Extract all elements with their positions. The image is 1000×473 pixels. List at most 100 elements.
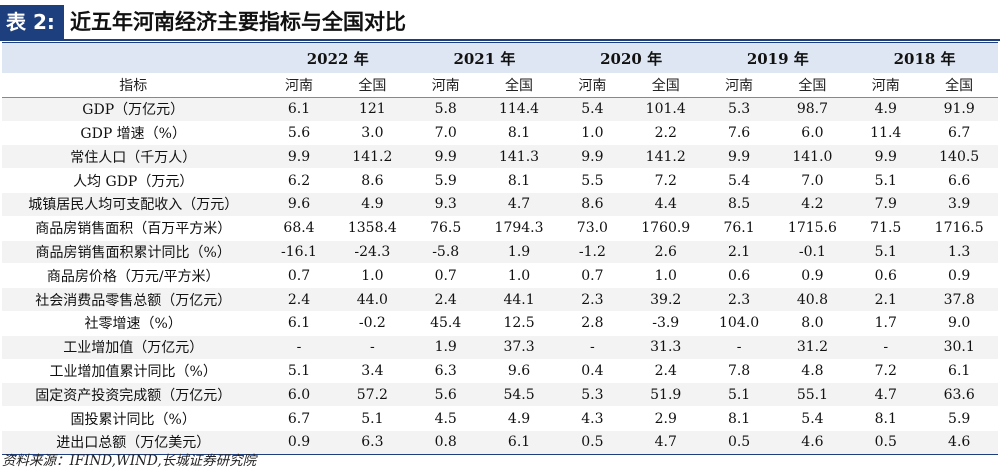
henan-column-header: 河南 bbox=[704, 73, 774, 98]
henan-value-cell: 2.3 bbox=[704, 287, 774, 312]
national-value-cell: 121 bbox=[333, 97, 412, 122]
national-value-cell: 1715.6 bbox=[773, 216, 852, 241]
table-row: 商品房销售面积累计同比（%） -16.1 -24.3 -5.8 1.9 -1.2 2.6 2.… bbox=[2, 240, 998, 265]
henan-value-cell: 2.8 bbox=[557, 311, 627, 336]
national-value-cell: 8.1 bbox=[480, 121, 558, 146]
indicator-column-header: 指标 bbox=[2, 73, 265, 98]
national-value-cell: 1.0 bbox=[480, 263, 558, 289]
national-value-cell: 4.6 bbox=[773, 430, 852, 455]
year-header-2018: 2018 年 bbox=[851, 42, 998, 74]
table-number-tag: 表 2: bbox=[0, 5, 64, 39]
henan-value-cell: 76.1 bbox=[704, 216, 774, 241]
henan-value-cell: 0.6 bbox=[704, 263, 774, 289]
table-row: 城镇居民人均可支配收入（万元） 9.6 4.9 9.3 4.7 8.6 4.4 8.5 4.2 7… bbox=[2, 192, 998, 217]
henan-column-header: 河南 bbox=[411, 73, 481, 98]
henan-value-cell: 7.2 bbox=[851, 359, 921, 384]
row-indicator-label: GDP（万亿元） bbox=[2, 97, 265, 122]
region-header-row: 指标 河南 全国 河南 全国 河南 全国 河南 全国 河南 全国 bbox=[2, 73, 998, 98]
henan-value-cell: 7.0 bbox=[411, 121, 481, 146]
table-title-bar: 表 2: 近五年河南经济主要指标与全国对比 bbox=[0, 0, 1000, 41]
national-value-cell: 101.4 bbox=[626, 97, 705, 122]
henan-value-cell: 4.9 bbox=[851, 97, 921, 122]
henan-value-cell: 5.1 bbox=[264, 359, 334, 384]
henan-value-cell: - bbox=[704, 335, 774, 360]
henan-column-header: 河南 bbox=[851, 73, 921, 98]
national-value-cell: 9.6 bbox=[480, 359, 558, 384]
henan-value-cell: 5.3 bbox=[557, 382, 627, 408]
henan-value-cell: - bbox=[851, 335, 921, 360]
title-underline bbox=[0, 39, 1000, 41]
henan-value-cell: 0.5 bbox=[557, 430, 627, 455]
national-value-cell: 1.0 bbox=[626, 263, 705, 289]
table-row: GDP（万亿元） 6.1 121 5.8 114.4 5.4 101.4 5.3 98.7 4.9… bbox=[2, 97, 998, 122]
henan-value-cell: 6.3 bbox=[411, 359, 481, 384]
henan-value-cell: 1.9 bbox=[411, 335, 481, 360]
row-indicator-label: 人均 GDP（万元） bbox=[2, 168, 265, 193]
national-value-cell: 4.7 bbox=[626, 430, 705, 455]
national-value-cell: 141.2 bbox=[333, 144, 412, 170]
national-value-cell: 3.9 bbox=[920, 192, 998, 217]
table-row: 商品房销售面积（百万平方米） 68.4 1358.4 76.5 1794.3 73.0 17… bbox=[2, 216, 998, 241]
henan-value-cell: 0.7 bbox=[411, 263, 481, 289]
henan-value-cell: 0.4 bbox=[557, 359, 627, 384]
table-row: GDP 增速（%） 5.6 3.0 7.0 8.1 1.0 2.2 7.6 6.0 11.4 6.7 bbox=[2, 121, 998, 146]
national-value-cell: 7.2 bbox=[626, 168, 705, 193]
henan-value-cell: 45.4 bbox=[411, 311, 481, 336]
henan-value-cell: 9.3 bbox=[411, 192, 481, 217]
henan-value-cell: 71.5 bbox=[851, 216, 921, 241]
national-value-cell: 6.7 bbox=[920, 121, 998, 146]
henan-value-cell: 1.7 bbox=[851, 311, 921, 336]
henan-value-cell: 0.5 bbox=[851, 430, 921, 455]
row-indicator-label: 社零增速（%） bbox=[2, 311, 265, 336]
henan-value-cell: 7.8 bbox=[704, 359, 774, 384]
national-value-cell: 54.5 bbox=[480, 382, 558, 408]
row-indicator-label: 工业增加值（万亿元） bbox=[2, 335, 265, 360]
henan-value-cell: 5.8 bbox=[411, 97, 481, 122]
national-value-cell: 5.4 bbox=[773, 406, 852, 431]
national-value-cell: 141.0 bbox=[773, 144, 852, 170]
henan-value-cell: 9.9 bbox=[851, 144, 921, 170]
national-value-cell: 8.1 bbox=[480, 168, 558, 193]
henan-value-cell: 68.4 bbox=[264, 216, 334, 241]
national-value-cell: 4.6 bbox=[920, 430, 998, 455]
henan-value-cell: 11.4 bbox=[851, 121, 921, 146]
national-value-cell: -0.1 bbox=[773, 240, 852, 265]
national-value-cell: 0.9 bbox=[920, 263, 998, 289]
indicator-comparison-table: 2022 年 2021 年 2020 年 2019 年 2018 年 指标 河南… bbox=[2, 42, 998, 455]
national-value-cell: 44.0 bbox=[333, 287, 412, 312]
national-value-cell: 98.7 bbox=[773, 97, 852, 122]
henan-value-cell: 2.3 bbox=[557, 287, 627, 312]
national-value-cell: 31.2 bbox=[773, 335, 852, 360]
henan-value-cell: -16.1 bbox=[264, 240, 334, 265]
national-value-cell: 91.9 bbox=[920, 97, 998, 122]
henan-value-cell: 8.1 bbox=[851, 406, 921, 431]
henan-value-cell: 9.9 bbox=[411, 144, 481, 170]
row-indicator-label: 工业增加值累计同比（%） bbox=[2, 359, 265, 384]
henan-value-cell: - bbox=[557, 335, 627, 360]
row-indicator-label: 城镇居民人均可支配收入（万元） bbox=[2, 192, 265, 217]
national-value-cell: 37.3 bbox=[480, 335, 558, 360]
table-row: 固投累计同比（%） 6.7 5.1 4.5 4.9 4.3 2.9 8.1 5.4 8.1 5.9 bbox=[2, 406, 998, 431]
row-indicator-label: 商品房销售面积累计同比（%） bbox=[2, 240, 265, 265]
table-row: 人均 GDP（万元） 6.2 8.6 5.9 8.1 5.5 7.2 5.4 7.0 5.1 6.6 bbox=[2, 168, 998, 193]
national-value-cell: 2.6 bbox=[626, 240, 705, 265]
national-column-header: 全国 bbox=[920, 73, 998, 98]
national-value-cell: 6.3 bbox=[333, 430, 412, 455]
national-value-cell: 4.9 bbox=[480, 406, 558, 431]
table-row: 社零增速（%） 6.1 -0.2 45.4 12.5 2.8 -3.9 104.0 8.0 1.7… bbox=[2, 311, 998, 336]
national-value-cell: 57.2 bbox=[333, 382, 412, 408]
henan-value-cell: 9.9 bbox=[264, 144, 334, 170]
table-row: 商品房价格（万元/平方米） 0.7 1.0 0.7 1.0 0.7 1.0 0.6 0.9 0.6… bbox=[2, 263, 998, 289]
henan-value-cell: 0.9 bbox=[264, 430, 334, 455]
henan-value-cell: 6.0 bbox=[264, 382, 334, 408]
henan-value-cell: 5.6 bbox=[264, 121, 334, 146]
national-value-cell: 114.4 bbox=[480, 97, 558, 122]
national-value-cell: 3.4 bbox=[333, 359, 412, 384]
national-column-header: 全国 bbox=[626, 73, 705, 98]
national-value-cell: 8.0 bbox=[773, 311, 852, 336]
table-row: 常住人口（千万人） 9.9 141.2 9.9 141.3 9.9 141.2 9.9 141.… bbox=[2, 144, 998, 170]
henan-value-cell: 1.0 bbox=[557, 121, 627, 146]
national-value-cell: -24.3 bbox=[333, 240, 412, 265]
henan-value-cell: 4.5 bbox=[411, 406, 481, 431]
henan-value-cell: 2.4 bbox=[264, 287, 334, 312]
